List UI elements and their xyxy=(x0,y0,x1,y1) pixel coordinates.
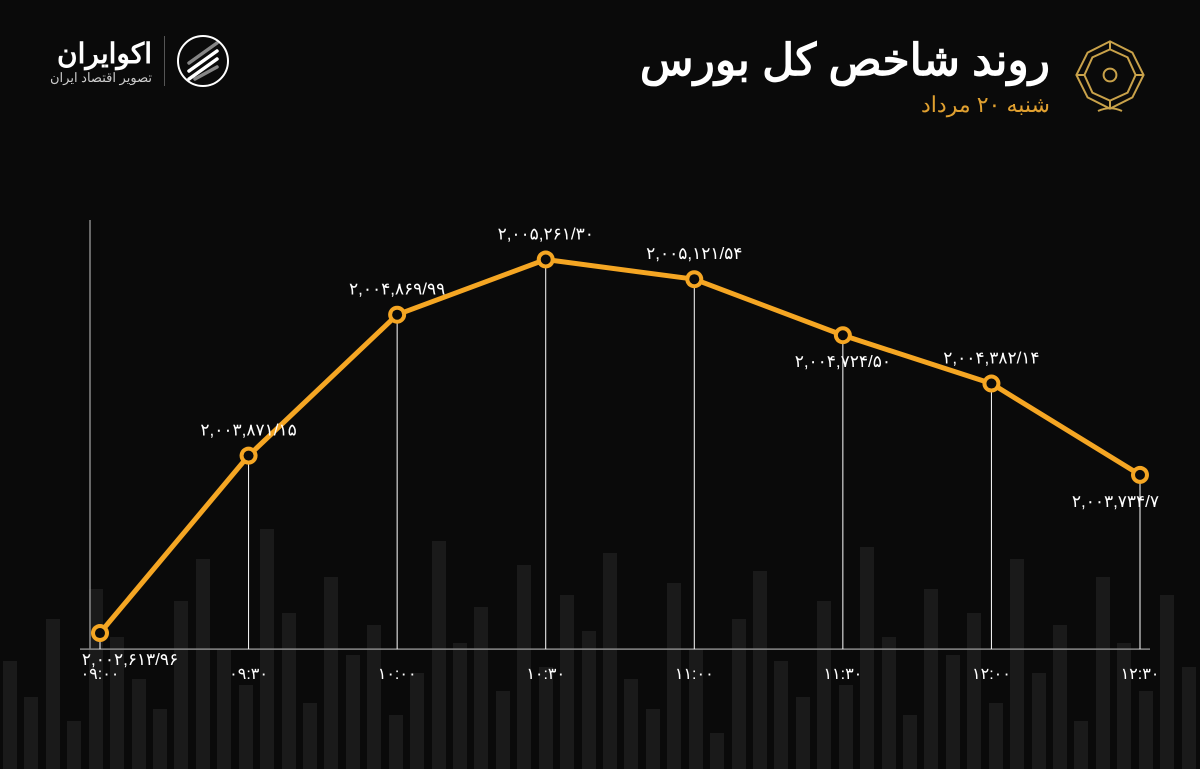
brand-logo-icon xyxy=(177,35,229,87)
x-axis-label: ۰۹:۰۰ xyxy=(81,666,120,683)
page-title: روند شاخص کل بورس xyxy=(640,35,1050,86)
brand-name: اکوایران xyxy=(50,37,152,70)
data-point-label: ۲,۰۰۳,۸۷۱/۱۵ xyxy=(200,421,296,440)
title-group: روند شاخص کل بورس شنبه ۲۰ مرداد xyxy=(640,35,1150,118)
line-chart: ۲,۰۰۲,۶۱۳/۹۶۲,۰۰۳,۸۷۱/۱۵۲,۰۰۴,۸۶۹/۹۹۲,۰۰… xyxy=(60,200,1160,709)
x-axis-label: ۱۰:۰۰ xyxy=(378,666,417,683)
x-axis-label: ۰۹:۳۰ xyxy=(229,666,268,683)
data-point-label: ۲,۰۰۵,۲۶۱/۳۰ xyxy=(498,225,594,244)
page-subtitle: شنبه ۲۰ مرداد xyxy=(640,92,1050,118)
exchange-emblem-icon xyxy=(1070,35,1150,115)
brand-tagline: تصویر اقتصاد ایران xyxy=(50,70,152,86)
x-axis-label: ۱۰:۳۰ xyxy=(526,666,565,683)
data-point-label: ۲,۰۰۳,۷۳۴/۷۱ xyxy=(1072,492,1160,511)
header: روند شاخص کل بورس شنبه ۲۰ مرداد اکوایران… xyxy=(0,0,1200,118)
title-text: روند شاخص کل بورس شنبه ۲۰ مرداد xyxy=(640,35,1050,118)
x-axis-label: ۱۱:۰۰ xyxy=(675,666,714,683)
x-axis-label: ۱۲:۳۰ xyxy=(1121,666,1160,683)
brand-block: اکوایران تصویر اقتصاد ایران xyxy=(50,35,229,87)
brand-text: اکوایران تصویر اقتصاد ایران xyxy=(50,37,152,86)
data-point-label: ۲,۰۰۴,۳۸۲/۱۴ xyxy=(943,349,1039,368)
data-point-label: ۲,۰۰۴,۸۶۹/۹۹ xyxy=(349,280,445,299)
brand-separator xyxy=(164,36,165,86)
x-axis-label: ۱۲:۰۰ xyxy=(972,666,1011,683)
x-axis-label: ۱۱:۳۰ xyxy=(823,666,862,683)
data-point-label: ۲,۰۰۵,۱۲۱/۵۴ xyxy=(646,244,742,263)
data-point-label: ۲,۰۰۴,۷۲۴/۵۰ xyxy=(795,352,891,371)
